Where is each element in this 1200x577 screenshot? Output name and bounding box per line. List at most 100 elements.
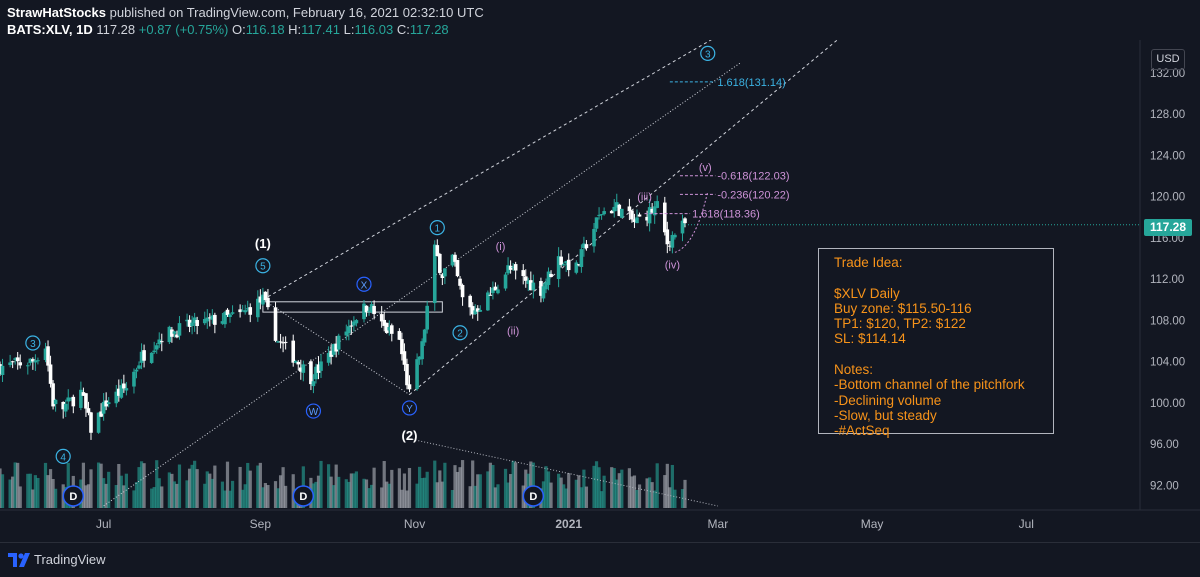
candle-body [175,334,179,338]
candle-body [117,388,121,396]
volume-bar [473,485,477,508]
volume-bar [650,482,654,508]
candle-body [104,400,108,407]
candle-body [417,356,422,360]
volume-bar [584,486,589,508]
volume-bar [648,477,652,508]
volume-bar [635,489,639,508]
candle-body [597,214,601,216]
candle-body [28,358,33,363]
wave-label-circle [55,448,71,465]
volume-bar [670,464,674,508]
volume-bar [316,475,321,508]
candle-body [142,350,146,361]
wave-label: 5 [260,262,266,273]
candle-body [508,265,513,270]
y-tick-label: 132.00 [1150,68,1185,80]
candle-body [369,304,374,313]
candle-body [387,326,392,331]
candle-body [453,254,457,262]
candle-body [106,402,111,405]
candle-body [620,208,624,218]
candle-body [579,249,584,268]
tradingview-logo-icon[interactable] [8,551,30,569]
volume-bar [390,469,394,508]
candle-body [655,201,660,208]
candle-body [478,309,483,312]
volume-bar [405,490,409,508]
wave-label: X [361,280,368,291]
symbol-name[interactable]: BATS:XLV, 1D [7,22,93,37]
candle-body [630,210,634,220]
wave-label: 3 [30,339,36,350]
volume-bar [337,476,341,508]
candle-body [0,365,5,376]
candle-body [132,371,136,387]
volume-bar [185,480,189,508]
candle-body [673,234,677,238]
candle-body [61,401,65,410]
candle-body [122,383,126,389]
candle-body [352,321,356,326]
candle-body [248,307,253,315]
volume-bar [205,471,209,508]
projected-wave-path [674,191,709,253]
volume-bar [602,475,606,508]
candle-body [379,314,384,322]
candle-body [662,202,667,233]
volume-bar [637,484,642,508]
currency-button[interactable]: USD [1151,49,1185,70]
volume-bar [385,481,389,508]
candle-body [614,202,619,208]
volume-bar [187,468,192,508]
candle-body [529,280,533,291]
candle-body [582,243,586,249]
trade-idea-note: Trade Idea: $XLV Daily Buy zone: $115.50… [818,248,1054,438]
tradingview-brand[interactable]: TradingView [34,552,106,567]
candle-body [157,339,162,345]
volume-bar [195,469,199,508]
candle-body [114,391,119,404]
dividend-label: D [299,491,307,503]
volume-bar [246,462,250,508]
volume-bar [48,469,53,508]
volume-bar [266,485,270,508]
volume-bar [380,487,384,508]
candle-body [33,360,38,363]
candle-body [256,298,260,318]
volume-bar [418,466,422,508]
candle-body [344,331,349,336]
candle-body [261,294,265,305]
candle-body [154,345,159,350]
wave-label: (1) [255,236,271,251]
volume-bar [420,478,424,508]
volume-bar [347,481,351,508]
volume-bar [256,465,260,508]
wave-label-circle [255,258,271,274]
volume-bar [425,471,429,508]
candle-body [561,264,566,266]
candle-body [124,388,129,391]
candle-body [564,261,569,264]
candle-body [486,292,490,311]
candle-body [240,310,245,312]
candle-body [407,384,412,390]
candle-body [493,286,498,291]
candle-body [458,278,462,286]
volume-bar [544,466,548,508]
author-name[interactable]: StrawHatStocks [7,5,106,20]
candle-body [470,306,475,315]
candle-body [617,204,622,216]
candle-body [53,399,58,405]
candle-body [291,340,296,363]
candle-body [635,217,639,224]
candle-body [149,352,154,363]
volume-bar [402,473,407,508]
volume-bar [453,465,457,508]
volume-bar [352,473,356,508]
footer-bar: TradingView [0,542,1200,577]
candle-body [645,216,649,221]
volume-bar [443,462,447,508]
volume-bar [327,464,331,508]
candle-body [612,206,617,212]
